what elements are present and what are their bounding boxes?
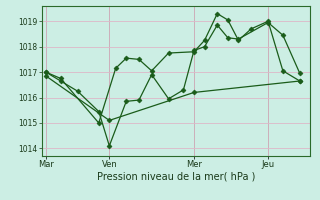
X-axis label: Pression niveau de la mer( hPa ): Pression niveau de la mer( hPa )	[97, 172, 255, 182]
